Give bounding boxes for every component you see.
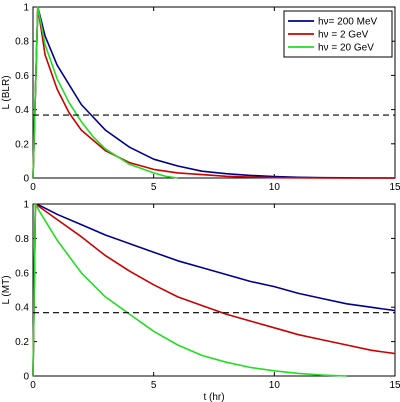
x-tick-label: 15	[389, 182, 400, 193]
y-axis-label: L (BLR)	[1, 75, 12, 109]
x-tick-label: 10	[269, 380, 281, 391]
y-tick-label: 0.6	[15, 268, 29, 279]
y-axis-label: L (MT)	[1, 275, 12, 304]
x-axis-label: t (hr)	[203, 392, 224, 402]
series-line-2	[32, 203, 347, 377]
legend-label-2: hν = 20 GeV	[318, 43, 374, 54]
series-line-1	[32, 203, 396, 377]
series-line-0	[32, 203, 396, 377]
y-tick-label: 0.6	[15, 71, 29, 82]
x-tick-label: 5	[151, 182, 157, 193]
x-tick-label: 10	[269, 182, 281, 193]
y-tick-label: 0.2	[15, 139, 29, 150]
x-tick-label: 15	[389, 380, 400, 391]
y-tick-label: 0	[23, 174, 29, 185]
x-tick-label: 0	[30, 380, 36, 391]
series-line-2	[32, 6, 178, 179]
y-tick-label: 0	[23, 372, 29, 383]
plot-frame	[32, 203, 396, 377]
y-tick-label: 0.8	[15, 37, 29, 48]
y-tick-label: 0.8	[15, 234, 29, 245]
x-tick-label: 0	[30, 182, 36, 193]
legend: hν= 200 MeV hν = 2 GeV hν = 20 GeV	[283, 10, 393, 58]
y-tick-label: 0.4	[15, 303, 29, 314]
bottom-panel: 0 5 10 15 0 0.2 0.4 0.6 0.8 1 L (MT) t (hr)	[1, 200, 400, 402]
y-tick-label: 1	[23, 200, 29, 211]
series-line-1	[32, 6, 395, 179]
legend-label-0: hν= 200 MeV	[318, 17, 378, 28]
y-tick-label: 0.4	[15, 105, 29, 116]
x-tick-label: 5	[151, 380, 157, 391]
y-tick-label: 0.2	[15, 337, 29, 348]
legend-label-1: hν = 2 GeV	[318, 30, 369, 41]
y-tick-label: 1	[23, 3, 29, 14]
